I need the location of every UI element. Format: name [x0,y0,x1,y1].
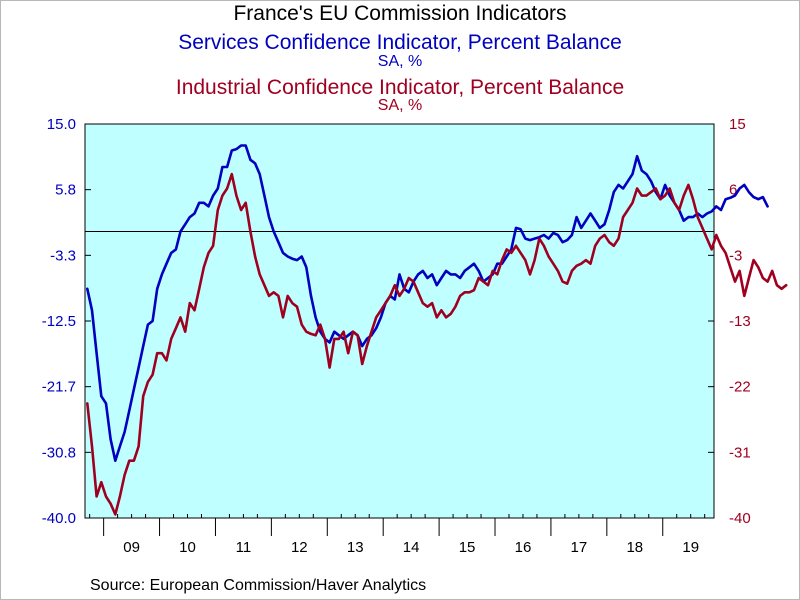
right-axis-tick-label: -22 [729,379,751,396]
right-axis-tick-label: -31 [729,444,751,461]
x-axis-year-label: 11 [236,539,252,556]
left-axis-tick-label: -12.5 [42,313,76,330]
industrial-series-title: Industrial Confidence Indicator, Percent… [175,76,625,99]
chart-title: France's EU Commission Indicators [233,2,567,25]
x-axis-year-label: 19 [682,539,699,556]
axes: 15.0 5.8 -3.3 -12.5 -21.7 -30.8 -40.0 15 6 -3 -13 -… [42,116,751,556]
x-axis-year-label: 17 [571,539,588,556]
x-axis-year-label: 16 [515,539,532,556]
left-axis-tick-label: 15.0 [47,116,76,133]
services-series-units: SA, % [377,53,423,70]
x-axis-year-label: 12 [291,539,308,556]
x-axis-year-label: 10 [179,539,196,556]
x-axis-year-label: 13 [347,539,364,556]
left-axis-tick-label: -3.3 [50,247,76,264]
right-axis-tick-label: -3 [729,247,742,264]
series-lines [86,144,788,516]
left-axis-tick-label: -30.8 [42,444,76,461]
x-axis-year-label: 14 [403,539,420,556]
right-axis-tick-label: -40 [729,510,751,527]
plot-area [84,123,715,519]
services-series-title: Services Confidence Indicator, Percent B… [178,31,622,54]
industrial-confidence-line [86,172,788,516]
right-axis-tick-label: -13 [729,313,751,330]
right-axis-tick-label: 15 [729,116,746,133]
x-axis-year-label: 15 [459,539,476,556]
industrial-series-units: SA, % [377,97,423,114]
x-axis-year-label: 18 [626,539,643,556]
left-axis-tick-label: 5.8 [55,182,76,199]
left-axis-tick-label: -40.0 [42,510,76,527]
right-axis-tick-label: 6 [729,182,737,199]
x-axis-year-label: 09 [123,539,140,556]
left-axis-tick-label: -21.7 [42,379,76,396]
source-note: Source: European Commission/Haver Analyt… [90,577,427,594]
